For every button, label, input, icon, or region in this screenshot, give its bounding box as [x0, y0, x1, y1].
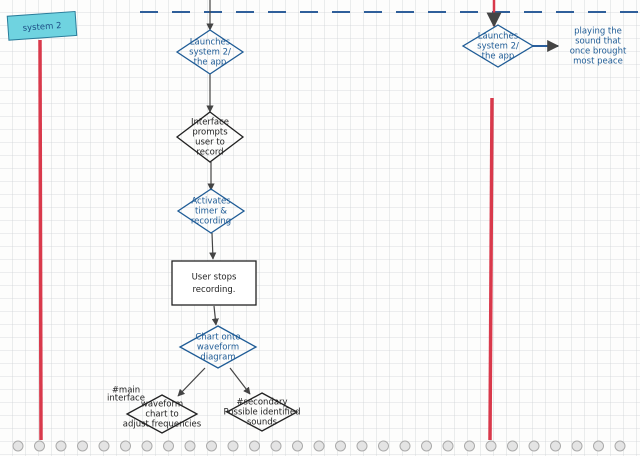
annotation: interface	[107, 394, 145, 404]
box	[171, 260, 257, 306]
hole	[421, 440, 432, 452]
binding-holes	[12, 440, 626, 452]
hole	[34, 440, 45, 452]
timeline	[38, 39, 43, 441]
node-text: the app	[482, 52, 515, 62]
node-text: user to	[195, 138, 225, 148]
edges	[177, 0, 560, 397]
node-text: waveform	[141, 400, 183, 410]
node-text: Possible identified	[224, 408, 301, 418]
hole	[593, 440, 604, 452]
node-text: playing the	[574, 27, 622, 37]
hole	[184, 440, 196, 452]
diamond	[225, 392, 299, 432]
hole	[399, 440, 411, 452]
node-text: #secondary	[236, 398, 287, 408]
node-text: timer &	[195, 207, 227, 217]
hole	[55, 440, 67, 452]
hole	[507, 440, 518, 452]
node-text: Launches	[478, 32, 519, 42]
node-text: prompts	[192, 128, 228, 138]
diamond	[178, 325, 258, 369]
node-text: Chart onto	[195, 333, 240, 343]
hole	[120, 440, 131, 452]
node-text: sounds	[247, 418, 278, 428]
node-text: recording.	[193, 285, 236, 295]
hole	[442, 440, 454, 452]
node-text: diagram	[200, 353, 235, 363]
hole	[141, 440, 153, 452]
diamond	[176, 188, 246, 234]
annotation: #main	[112, 386, 140, 396]
timeline	[488, 97, 494, 441]
hole	[249, 440, 260, 452]
hole	[12, 440, 24, 452]
hole	[356, 440, 368, 452]
label-text: system 2	[22, 21, 61, 34]
hole	[571, 440, 583, 452]
node-text: sound that	[575, 37, 621, 47]
node-text: recording	[191, 217, 231, 227]
hole	[614, 440, 626, 452]
node-text: record	[196, 148, 223, 158]
diamond	[125, 394, 199, 434]
node-text: once brought	[570, 47, 627, 57]
node-text: adjust frequencies	[123, 420, 202, 430]
diamond	[175, 29, 245, 75]
node-text: most peace	[573, 57, 623, 67]
hole	[550, 440, 561, 452]
diamond	[461, 24, 535, 68]
node-text: the app	[194, 58, 227, 68]
hole	[485, 440, 497, 452]
hole	[98, 440, 110, 452]
hole	[292, 440, 303, 452]
hole	[335, 440, 346, 452]
hole	[270, 440, 282, 452]
hole	[163, 440, 174, 452]
node-text: waveform	[197, 343, 239, 353]
node-text: Interface	[191, 118, 229, 128]
diamond	[175, 111, 245, 163]
hole	[528, 440, 540, 452]
hole	[378, 440, 389, 452]
label: system 2	[6, 10, 78, 41]
node: User stops recording.	[171, 260, 257, 306]
node-text: system 2/	[477, 42, 519, 52]
hole	[206, 440, 217, 452]
node-text: chart to	[145, 410, 178, 420]
label-box	[6, 10, 78, 41]
node-text: User stops	[192, 272, 237, 282]
node-text: Activates	[191, 197, 231, 207]
hole	[313, 440, 325, 452]
node-text: Launches	[190, 38, 231, 48]
hole	[464, 440, 475, 452]
node-text: system 2/	[189, 48, 231, 58]
hole	[77, 440, 88, 452]
hole	[227, 440, 239, 452]
